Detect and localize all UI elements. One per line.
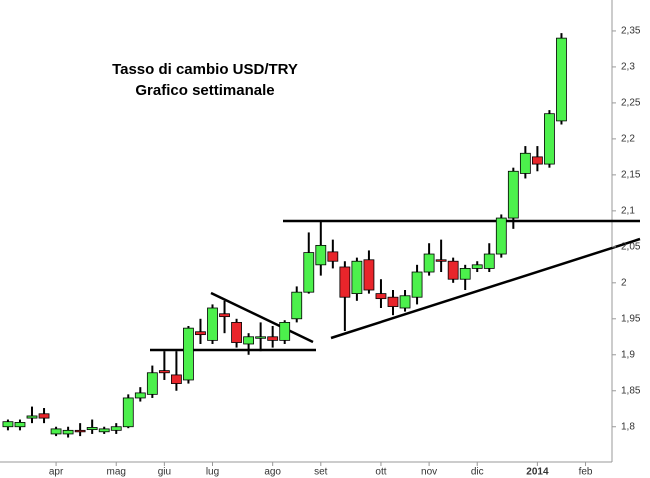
candle-body [158, 370, 170, 374]
candle-body [195, 331, 206, 336]
candle-body [183, 327, 194, 381]
candle-body [38, 413, 50, 419]
candle-body [375, 293, 387, 300]
support-line [330, 237, 641, 340]
candle-body [26, 415, 38, 419]
candle-body [483, 253, 495, 269]
x-tick-label: dic [471, 467, 484, 478]
candle-body [423, 253, 435, 273]
x-tick-label: set [314, 467, 328, 478]
candle-body [327, 251, 339, 262]
candle-body [519, 152, 531, 174]
candle-body [531, 156, 543, 165]
candle-body [267, 336, 279, 341]
chart-subtitle: Grafico settimanale [135, 82, 274, 99]
y-tick-label: 2 [621, 277, 627, 288]
candle-body [219, 313, 230, 318]
chart-title: Tasso di cambio USD/TRY [112, 61, 298, 78]
candle-body [171, 374, 182, 384]
x-tick-label: feb [579, 467, 593, 478]
x-tick-label: 2014 [526, 467, 549, 478]
candle-body [351, 260, 363, 295]
x-tick-label: lug [206, 467, 219, 478]
candle-body [207, 307, 218, 341]
y-tick-label: 2,15 [621, 170, 641, 181]
candle-body [255, 336, 267, 339]
candle-body [556, 37, 567, 122]
candle-body [495, 217, 507, 255]
candle-body [98, 428, 110, 433]
candle-body [110, 426, 122, 431]
y-tick-label: 1,8 [621, 421, 635, 432]
candle-body [2, 421, 14, 428]
x-tick-label: apr [49, 467, 64, 478]
x-tick-label: mag [107, 467, 126, 478]
candle-body [291, 291, 303, 320]
candle-body [363, 259, 375, 291]
x-tick-label: ott [375, 467, 386, 478]
candle-body [399, 295, 411, 309]
candle-body [62, 429, 74, 435]
candle-body [86, 427, 98, 431]
candle-body [74, 429, 86, 433]
candle-body [447, 260, 459, 280]
candle-body [459, 268, 471, 280]
y-tick-label: 1,85 [621, 385, 641, 396]
y-tick-label: 1,9 [621, 349, 635, 360]
candle-body [279, 321, 291, 341]
candle-body [146, 372, 158, 395]
resistance-line [210, 291, 314, 344]
y-tick-label: 1,95 [621, 313, 641, 324]
candle-body [315, 244, 327, 266]
candle-body [243, 336, 255, 345]
y-tick-label: 2,2 [621, 134, 635, 145]
candle-body [339, 266, 351, 298]
candle-body [435, 259, 447, 262]
y-tick-label: 2,35 [621, 26, 641, 37]
y-tick-label: 2,1 [621, 205, 635, 216]
candle-body [471, 264, 483, 269]
x-tick-label: ago [264, 467, 281, 478]
candle-body [50, 428, 62, 435]
y-tick-label: 2,05 [621, 241, 641, 252]
candle-body [544, 113, 555, 165]
y-tick-label: 2,3 [621, 62, 635, 73]
candle-body [411, 271, 423, 298]
candle-body [303, 252, 315, 293]
candle-body [231, 321, 242, 343]
x-tick-label: giu [158, 467, 171, 478]
candle-body [14, 422, 26, 428]
x-tick-label: nov [421, 467, 437, 478]
y-tick-label: 2,25 [621, 98, 641, 109]
candle-body [134, 392, 146, 399]
candle-body [387, 296, 399, 307]
candle-body [507, 170, 519, 219]
candle-body [122, 397, 134, 428]
